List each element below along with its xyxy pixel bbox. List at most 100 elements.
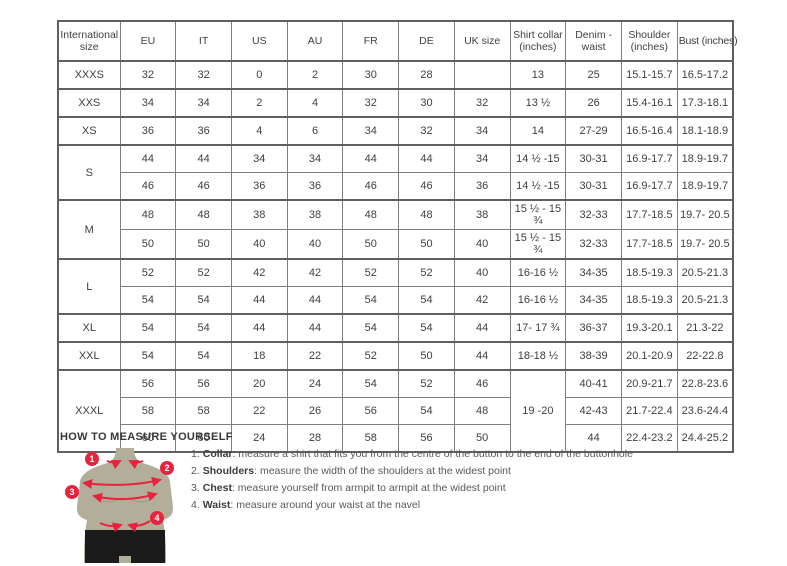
table-cell: 54 <box>342 313 400 343</box>
table-cell: 50 <box>398 229 455 260</box>
size-table-wrap: International size EU IT US AU FR DE UK size Shi… <box>57 20 738 453</box>
table-cell: 20.5-21.3 <box>676 286 734 315</box>
table-cell: 19.3-20.1 <box>620 313 678 343</box>
table-cell: 2 <box>286 60 344 90</box>
table-cell: 38 <box>453 199 511 230</box>
table-cell: 48 <box>119 199 177 230</box>
shorts-shape <box>85 530 165 563</box>
column-header: Denim - waist <box>565 20 622 62</box>
table-cell: 13 <box>509 60 567 90</box>
table-cell: 48 <box>342 199 400 230</box>
table-cell: 22 <box>230 397 288 425</box>
table-cell: 18.1-18.9 <box>676 116 734 146</box>
table-cell: 4 <box>230 116 288 146</box>
item-label: Shoulders <box>202 465 255 477</box>
table-cell: 16-16 ½ <box>509 258 567 287</box>
table-cell: 46 <box>342 172 400 201</box>
item-label: Waist <box>202 499 231 511</box>
table-cell: 56 <box>175 369 232 398</box>
column-header: DE <box>398 20 455 62</box>
table-row: M 48 48 38 38 48 48 38 15 ½ - 15 ¾ 32-33 17.7-18.5… <box>57 199 734 260</box>
size-label-cell: S <box>57 144 121 201</box>
list-item: 3. Chest: measure yourself from armpit to… <box>191 483 633 494</box>
table-cell: 25 <box>565 60 622 90</box>
table-cell: 6 <box>286 116 344 146</box>
table-cell: 52 <box>342 258 400 287</box>
item-number: 4. <box>191 499 200 511</box>
size-label-cell: M <box>57 199 121 260</box>
table-cell: 50 <box>119 229 177 260</box>
table-cell: 52 <box>119 258 177 287</box>
table-cell <box>453 60 511 90</box>
table-cell: 56 <box>119 369 177 398</box>
table-cell: 52 <box>398 258 455 287</box>
table-cell: 44 <box>230 286 288 315</box>
table-cell: 48 <box>398 199 455 230</box>
table-cell: 0 <box>230 60 288 90</box>
table-cell: 36 <box>119 116 177 146</box>
table-row: XL 54 54 44 44 54 54 44 17- 17 ¾ 36-37 19.3-20.1 21… <box>57 313 734 343</box>
table-cell: 46 <box>119 172 177 201</box>
table-cell: 50 <box>342 229 400 260</box>
column-header: IT <box>175 20 232 62</box>
list-item: 4. Waist: measure around your waist at th… <box>191 500 633 511</box>
table-cell: 16.5-17.2 <box>676 60 734 90</box>
table-cell: 38 <box>286 199 344 230</box>
table-cell: 34 <box>453 144 511 173</box>
table-cell: 34 <box>286 144 344 173</box>
table-cell: 32 <box>119 60 177 90</box>
table-row: XXXS 32 32 0 2 30 28 13 25 15.1-15.7 16.5-17.2 <box>57 60 734 90</box>
table-cell: 21.3-22 <box>676 313 734 343</box>
table-cell: 58 <box>342 424 400 453</box>
table-cell: 32 <box>175 60 232 90</box>
table-cell: 44 <box>286 313 344 343</box>
table-cell: 48 <box>453 397 511 425</box>
table-cell: 54 <box>342 369 400 398</box>
table-cell: 60 <box>175 424 232 453</box>
item-number: 3. <box>191 482 200 494</box>
header-row: International size EU IT US AU FR DE UK size Shi… <box>57 20 738 62</box>
table-cell: 44 <box>286 286 344 315</box>
table-cell: 13 ½ <box>509 88 567 118</box>
table-cell: 34 <box>175 88 232 118</box>
table-row: 54 54 44 44 54 54 42 16-16 ½ 34-35 18.5-19.3 20.5-… <box>58 286 734 315</box>
table-cell: 42 <box>286 258 344 287</box>
measure-instructions-list: 1. Collar: measure a shirt that fits you … <box>191 449 633 517</box>
table-cell: 22 <box>286 341 344 371</box>
table-cell: 56 <box>398 424 455 453</box>
size-label-cell: L <box>57 258 121 315</box>
table-cell: 17.3-18.1 <box>676 88 734 118</box>
column-header: Bust (inches) <box>676 20 738 62</box>
table-row: 46 46 36 36 46 46 36 14 ½ -15 30-31 16.9-17.7 18.9… <box>58 172 734 201</box>
table-cell: 30 <box>398 88 455 118</box>
item-number: 2. <box>191 465 200 477</box>
table-cell: 52 <box>175 258 232 287</box>
table-cell: 54 <box>398 313 455 343</box>
table-cell: 48 <box>175 199 232 230</box>
list-item: 1. Collar: measure a shirt that fits you … <box>191 449 633 460</box>
table-cell: 34 <box>342 116 400 146</box>
size-label-cell: XS <box>57 116 121 146</box>
table-cell: 30 <box>342 60 400 90</box>
badge-3-circle <box>65 485 79 499</box>
table-cell: 32-33 <box>565 199 622 230</box>
table-cell: 54 <box>175 313 232 343</box>
shoulder-measure-arrow <box>82 476 162 489</box>
table-cell: 36 <box>286 172 344 201</box>
table-cell: 16.9-17.7 <box>620 144 678 173</box>
column-header: International size <box>57 20 121 62</box>
size-label-cell: XXL <box>57 341 121 371</box>
table-cell: 40 <box>286 229 344 260</box>
table-row: XXXL 56 56 20 24 54 52 46 19 -20 40-41 20.9-21.7 22… <box>57 369 734 453</box>
chest-measure-arrow <box>92 491 158 503</box>
table-cell: 18.9-19.7 <box>676 172 734 201</box>
table-cell: 54 <box>119 286 177 315</box>
measure-figure: 1 2 3 4 <box>60 446 190 566</box>
table-cell: 34 <box>453 116 511 146</box>
table-cell: 30-31 <box>565 144 622 173</box>
table-row: 50 50 40 40 50 50 40 15 ½ - 15 ¾ 32-33 17.7-18.5 1… <box>58 229 734 260</box>
size-label-cell: XXXL <box>57 369 121 453</box>
table-row: XXS 34 34 2 4 32 30 32 13 ½ 26 15.4-16.1 17.3-18.1 <box>57 88 734 118</box>
table-cell: 18.5-19.3 <box>620 258 678 287</box>
